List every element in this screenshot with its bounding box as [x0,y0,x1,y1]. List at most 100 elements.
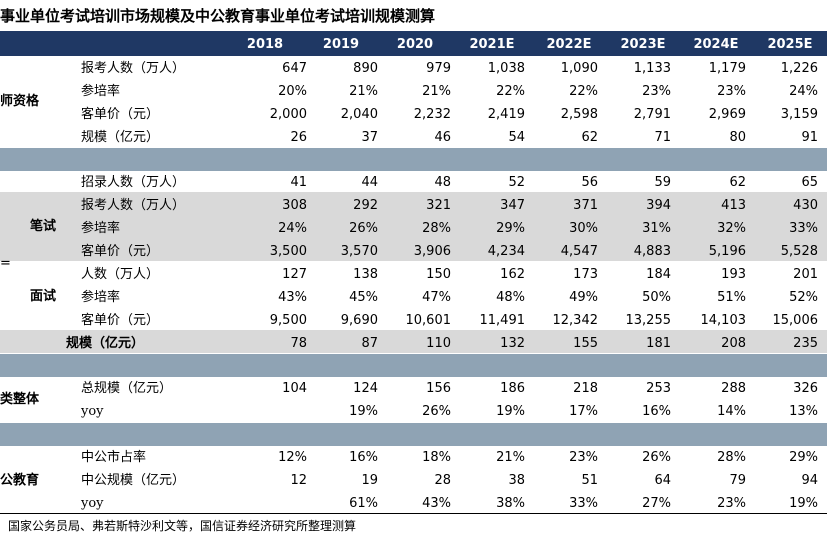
cell-value: 28% [422,221,451,236]
cell-value: 2,419 [487,107,525,122]
cell-value: 22% [569,84,598,99]
cell-value: 2,969 [708,107,746,122]
row-label: 参培率 [81,84,121,99]
cell-value: 26% [349,221,378,236]
stray-mark: = [0,256,11,271]
table-row-w-train-rate: 参培率 24% 26% 28% 29% 30% 31% 32% 33% [0,217,827,240]
cell-value: 41 [290,175,307,190]
cell-value: 12,342 [552,313,599,328]
table-row-w-unit-price: 客单价（元） 3,500 3,570 3,906 4,234 4,547 4,883 5,19… [0,240,827,263]
table-row-s-scale: 规模（亿元） 78 87 110 132 155 181 208 235 [0,332,827,355]
cell-value: 32% [717,221,746,236]
row-label: 招录人数（万人） [81,175,186,190]
cell-value: 181 [646,336,671,351]
cell-value: 201 [793,267,818,282]
table-row-w-hired: 招录人数（万人） 41 44 48 52 56 59 62 65 [0,171,827,194]
cell-value: 27% [642,496,671,511]
cell-value: 31% [642,221,671,236]
cell-value: 19 [361,473,378,488]
cell-value: 26% [422,404,451,419]
table-title: 事业单位考试培训市场规模及中公教育事业单位考试培训规模测算 [0,7,436,25]
cell-value: 30% [569,221,598,236]
cell-value: 132 [500,336,525,351]
cell-value: 50% [642,290,671,305]
row-label: yoy [81,496,104,511]
year-header: 2025E [767,37,813,52]
group-label-offcn: 公教育 [0,473,40,488]
cell-value: 1,090 [560,61,598,76]
table-row-i-people: 人数（万人） 127 138 150 162 173 184 193 201 [0,263,827,286]
row-label: 规模（亿元） [66,336,145,351]
cell-value: 162 [500,267,525,282]
cell-value: 43% [422,496,451,511]
year-header: 2023E [620,37,666,52]
title-divider [0,31,827,33]
cell-value: 20% [278,84,307,99]
table-row-o-yoy: yoy 61% 43% 38% 33% 27% 23% 19% [0,492,827,515]
group-label-interview: 面试 [30,289,57,304]
cell-value: 87 [361,336,378,351]
cell-value: 26% [642,450,671,465]
cell-value: 1,038 [487,61,525,76]
cell-value: 394 [646,198,671,213]
cell-value: 44 [361,175,378,190]
cell-value: 38 [508,473,525,488]
cell-value: 51% [717,290,746,305]
cell-value: 4,883 [633,244,671,259]
row-label: 客单价（元） [81,107,160,122]
cell-value: 308 [282,198,307,213]
cell-value: 28% [717,450,746,465]
cell-value: 23% [642,84,671,99]
table-row-o-scale: 中公规模（亿元） 12 19 28 38 51 64 79 94 [0,469,827,492]
cell-value: 127 [282,267,307,282]
cell-value: 4,234 [487,244,525,259]
year-header-row: 2018 2019 2020 2021E 2022E 2023E 2024E 2… [0,33,827,56]
table-row-t-train-rate: 参培率 20% 21% 21% 22% 22% 23% 23% 24% [0,80,827,103]
cell-value: 24% [278,221,307,236]
cell-value: 38% [496,496,525,511]
cell-value: 3,500 [269,244,307,259]
cell-value: 62 [729,175,746,190]
cell-value: 21% [349,84,378,99]
cell-value: 5,528 [780,244,818,259]
cell-value: 17% [569,404,598,419]
cell-value: 11,491 [479,313,526,328]
cell-value: 21% [496,450,525,465]
cell-value: 14,103 [700,313,747,328]
footer-divider [0,513,827,514]
cell-value: 46 [434,130,451,145]
row-label: 参培率 [81,290,121,305]
cell-value: 13% [789,404,818,419]
cell-value: 49% [569,290,598,305]
table-row-c-yoy: yoy 19% 26% 19% 17% 16% 14% 13% [0,400,827,423]
year-header: 2021E [469,37,515,52]
cell-value: 14% [717,404,746,419]
table-row-i-train-rate: 参培率 43% 45% 47% 48% 49% 50% 51% 52% [0,286,827,309]
row-label: 规模（亿元） [81,130,160,145]
row-label: 客单价（元） [81,244,160,259]
cell-value: 186 [500,381,525,396]
cell-value: 64 [654,473,671,488]
cell-value: 155 [573,336,598,351]
section-separator [0,423,827,446]
cell-value: 91 [801,130,818,145]
table-row-t-unit-price: 客单价（元） 2,000 2,040 2,232 2,419 2,598 2,791 2,96… [0,103,827,126]
cell-value: 218 [573,381,598,396]
cell-value: 94 [801,473,818,488]
row-label: 参培率 [81,221,121,236]
row-label: 人数（万人） [81,267,160,282]
section-separator [0,148,827,171]
cell-value: 253 [646,381,671,396]
cell-value: 1,226 [780,61,818,76]
cell-value: 18% [422,450,451,465]
cell-value: 3,159 [780,107,818,122]
cell-value: 21% [422,84,451,99]
table-row-c-total: 总规模（亿元） 104 124 156 186 218 253 288 326 [0,377,827,400]
cell-value: 37 [361,130,378,145]
cell-value: 10,601 [405,313,452,328]
cell-value: 59 [654,175,671,190]
row-label: 报考人数（万人） [81,198,186,213]
cell-value: 48% [496,290,525,305]
cell-value: 1,179 [708,61,746,76]
cell-value: 156 [426,381,451,396]
